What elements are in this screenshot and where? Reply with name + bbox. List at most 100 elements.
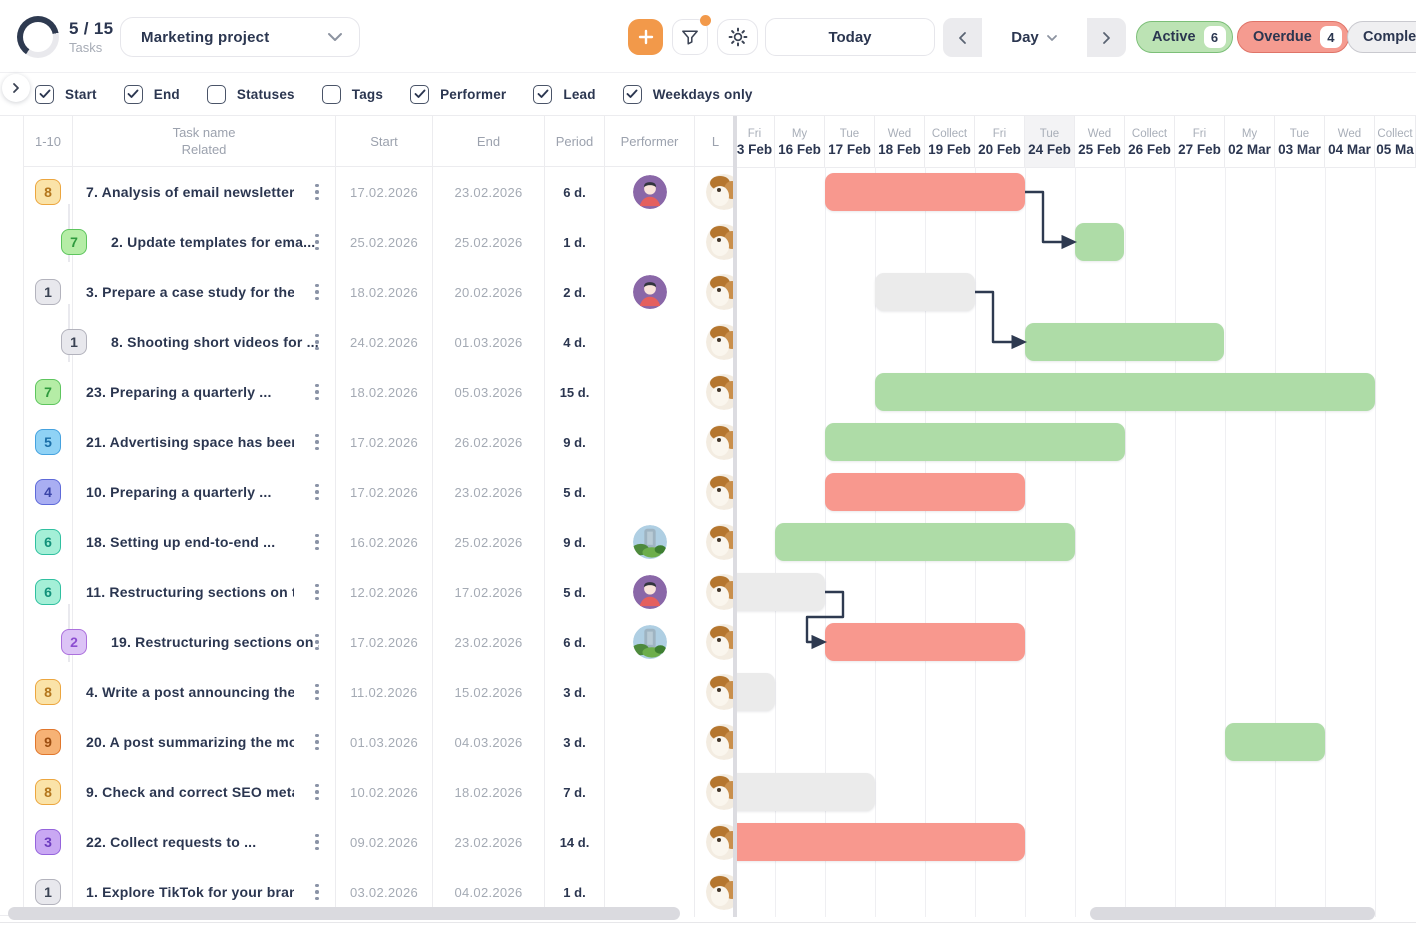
task-name-cell[interactable]: 9. Check and correct SEO meta ...: [73, 767, 336, 817]
performer-avatar[interactable]: [632, 575, 667, 609]
column-toggle-start[interactable]: Start: [35, 84, 97, 104]
task-number-badge[interactable]: 8: [35, 779, 61, 805]
gantt-bar-red[interactable]: [825, 173, 1025, 211]
checkbox-checked[interactable]: [533, 84, 553, 104]
task-number-badge[interactable]: 5: [35, 429, 61, 455]
checkbox-unchecked[interactable]: [321, 84, 341, 104]
task-number-badge[interactable]: 8: [35, 679, 61, 705]
gantt-bar-gray[interactable]: [735, 673, 775, 711]
column-toggle-lead[interactable]: Lead: [533, 84, 596, 104]
task-menu-kebab-icon[interactable]: [311, 331, 323, 353]
status-badge-active[interactable]: Active 6: [1136, 21, 1233, 53]
pane-splitter[interactable]: [733, 116, 737, 917]
lead-avatar[interactable]: [706, 174, 736, 210]
task-number-badge[interactable]: 7: [35, 379, 61, 405]
checkbox-checked[interactable]: [410, 84, 430, 104]
lead-avatar[interactable]: [706, 874, 736, 910]
table-horizontal-scrollbar[interactable]: [8, 907, 680, 920]
lead-avatar[interactable]: [706, 274, 736, 310]
task-name[interactable]: 10. Preparing a quarterly ...: [86, 484, 272, 500]
column-toggle-performer[interactable]: Performer: [410, 84, 506, 104]
lead-avatar[interactable]: [706, 424, 736, 460]
gantt-bar-green[interactable]: [1025, 323, 1224, 361]
task-name-cell[interactable]: 8. Shooting short videos for ...: [73, 317, 336, 367]
checkbox-unchecked[interactable]: [206, 84, 226, 104]
task-number-badge[interactable]: 1: [35, 879, 61, 905]
checkbox-checked[interactable]: [123, 84, 143, 104]
gantt-bar-red[interactable]: [825, 473, 1025, 511]
performer-avatar[interactable]: [632, 525, 667, 559]
task-name-cell[interactable]: 18. Setting up end-to-end ...: [73, 517, 336, 567]
gantt-bar-green[interactable]: [1225, 723, 1325, 761]
performer-avatar[interactable]: [632, 175, 667, 209]
lead-avatar[interactable]: [706, 324, 736, 360]
column-toggle-statuses[interactable]: Statuses: [206, 84, 295, 104]
task-name[interactable]: 9. Check and correct SEO meta ...: [86, 784, 294, 800]
column-toggle-tags[interactable]: Tags: [321, 84, 383, 104]
task-name-cell[interactable]: 21. Advertising space has been ...: [73, 417, 336, 467]
lead-avatar[interactable]: [706, 224, 736, 260]
task-menu-kebab-icon[interactable]: [311, 631, 323, 653]
task-menu-kebab-icon[interactable]: [311, 281, 323, 303]
task-number-badge[interactable]: 8: [35, 179, 61, 205]
checkbox-checked[interactable]: [622, 84, 642, 104]
lead-avatar[interactable]: [706, 774, 736, 810]
task-name[interactable]: 3. Prepare a case study for the ...: [86, 284, 294, 300]
gantt-horizontal-scrollbar[interactable]: [1090, 907, 1375, 920]
task-name[interactable]: 4. Write a post announcing the ...: [86, 684, 294, 700]
task-menu-kebab-icon[interactable]: [311, 681, 323, 703]
task-number-badge[interactable]: 1: [61, 329, 87, 355]
task-name[interactable]: 7. Analysis of email newsletter ...: [86, 184, 294, 200]
gantt-bar-green[interactable]: [825, 423, 1125, 461]
performer-avatar[interactable]: [632, 625, 667, 659]
task-name-cell[interactable]: 1. Explore TikTok for your brand: [73, 867, 336, 917]
task-name[interactable]: 1. Explore TikTok for your brand: [86, 884, 294, 900]
status-badge-overdue[interactable]: Overdue 4: [1237, 21, 1349, 53]
task-name[interactable]: 20. A post summarizing the mont...: [86, 734, 294, 750]
task-menu-kebab-icon[interactable]: [311, 731, 323, 753]
task-name-cell[interactable]: 22. Collect requests to ...: [73, 817, 336, 867]
performer-avatar[interactable]: [632, 275, 667, 309]
gantt-bar-red[interactable]: [825, 623, 1025, 661]
task-menu-kebab-icon[interactable]: [311, 181, 323, 203]
task-name-cell[interactable]: 19. Restructuring sections on ...: [73, 617, 336, 667]
lead-avatar[interactable]: [706, 724, 736, 760]
prev-period-button[interactable]: [943, 18, 982, 57]
task-name[interactable]: 22. Collect requests to ...: [86, 834, 257, 850]
task-name-cell[interactable]: 10. Preparing a quarterly ...: [73, 467, 336, 517]
task-menu-kebab-icon[interactable]: [311, 431, 323, 453]
gantt-bar-red[interactable]: [735, 823, 1025, 861]
lead-avatar[interactable]: [706, 374, 736, 410]
column-toggle-end[interactable]: End: [123, 84, 180, 104]
task-name-cell[interactable]: 2. Update templates for ema...: [73, 217, 336, 267]
project-select[interactable]: Marketing project: [120, 17, 360, 57]
task-name[interactable]: 21. Advertising space has been ...: [86, 434, 294, 450]
gantt-bar-green[interactable]: [1075, 223, 1124, 261]
checkbox-checked[interactable]: [35, 84, 54, 104]
lead-avatar[interactable]: [706, 624, 736, 660]
task-name[interactable]: 11. Restructuring sections on the ...: [86, 584, 294, 600]
task-number-badge[interactable]: 1: [35, 279, 61, 305]
lead-avatar[interactable]: [706, 674, 736, 710]
task-name-cell[interactable]: 3. Prepare a case study for the ...: [73, 267, 336, 317]
today-button[interactable]: Today: [765, 18, 935, 56]
lead-avatar[interactable]: [706, 524, 736, 560]
gantt-bar-gray[interactable]: [875, 273, 975, 311]
task-menu-kebab-icon[interactable]: [311, 231, 323, 253]
task-menu-kebab-icon[interactable]: [311, 531, 323, 553]
task-name[interactable]: 8. Shooting short videos for ...: [111, 334, 319, 350]
filter-button[interactable]: [672, 15, 711, 55]
task-name[interactable]: 23. Preparing a quarterly ...: [86, 384, 272, 400]
task-name-cell[interactable]: 7. Analysis of email newsletter ...: [73, 167, 336, 217]
task-menu-kebab-icon[interactable]: [311, 481, 323, 503]
collapse-panel-button[interactable]: [2, 74, 30, 102]
task-name[interactable]: 2. Update templates for ema...: [111, 234, 316, 250]
task-menu-kebab-icon[interactable]: [311, 781, 323, 803]
column-toggle-weekdays-only[interactable]: Weekdays only: [622, 84, 753, 104]
task-name-cell[interactable]: 4. Write a post announcing the ...: [73, 667, 336, 717]
task-menu-kebab-icon[interactable]: [311, 381, 323, 403]
task-number-badge[interactable]: 2: [61, 629, 87, 655]
task-name-cell[interactable]: 11. Restructuring sections on the ...: [73, 567, 336, 617]
task-number-badge[interactable]: 3: [35, 829, 61, 855]
next-period-button[interactable]: [1087, 18, 1126, 57]
